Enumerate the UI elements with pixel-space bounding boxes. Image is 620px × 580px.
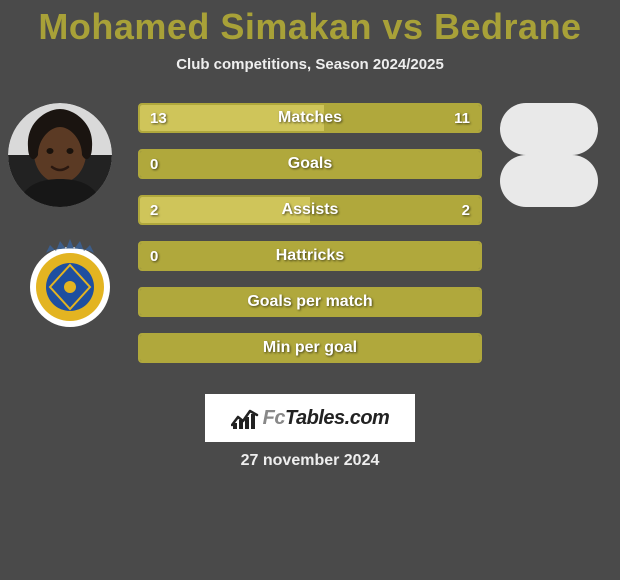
page-title: Mohamed Simakan vs Bedrane bbox=[0, 0, 620, 48]
stat-value-right: 11 bbox=[454, 103, 470, 133]
player1-avatar bbox=[8, 103, 112, 207]
stat-value-left: 0 bbox=[150, 149, 158, 179]
footer-brand: FcTables.com bbox=[205, 394, 415, 442]
player1-club-badge bbox=[20, 231, 120, 331]
stat-value-left: 13 bbox=[150, 103, 167, 133]
footer-brand-text: FcTables.com bbox=[263, 407, 390, 430]
date-label: 27 november 2024 bbox=[0, 452, 620, 470]
stat-value-left: 2 bbox=[150, 195, 158, 225]
stat-row-hattricks: Hattricks0 bbox=[138, 241, 482, 271]
stat-row-assists: Assists22 bbox=[138, 195, 482, 225]
player2-avatar-placeholder-2 bbox=[500, 155, 598, 207]
page-subtitle: Club competitions, Season 2024/2025 bbox=[0, 56, 620, 73]
stat-row-goals: Goals0 bbox=[138, 149, 482, 179]
stat-value-left: 0 bbox=[150, 241, 158, 271]
chart-icon bbox=[231, 407, 259, 429]
stat-row-min-per-goal: Min per goal bbox=[138, 333, 482, 363]
stat-bars: Matches1311Goals0Assists22Hattricks0Goal… bbox=[138, 103, 482, 379]
stat-value-right: 2 bbox=[462, 195, 470, 225]
player2-avatar-placeholder-1 bbox=[500, 103, 598, 155]
stat-row-matches: Matches1311 bbox=[138, 103, 482, 133]
stat-row-goals-per-match: Goals per match bbox=[138, 287, 482, 317]
